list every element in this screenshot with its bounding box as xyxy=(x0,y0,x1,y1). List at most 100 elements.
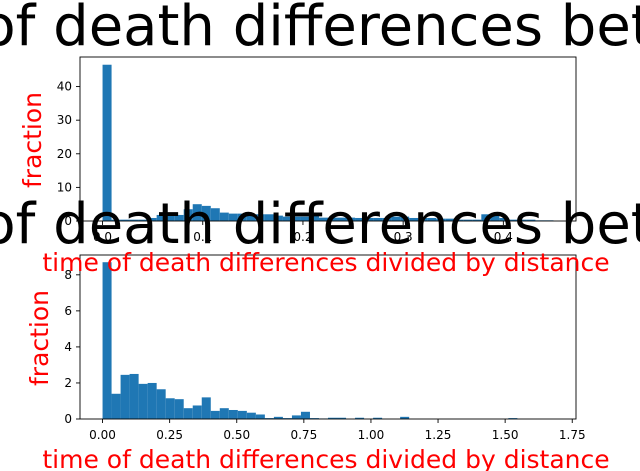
x-tick-label: 0.0 xyxy=(93,230,112,244)
histogram-bar xyxy=(192,204,202,221)
histogram-bar xyxy=(526,219,536,221)
histogram-bar xyxy=(129,373,139,419)
top-y-axis-ticks: 0 10 20 30 40 xyxy=(57,80,80,228)
histogram-bar xyxy=(436,218,446,221)
top-y-axis-label: fraction xyxy=(18,92,47,188)
histogram-bar xyxy=(147,217,157,221)
histogram-bar xyxy=(309,215,319,221)
bottom-histogram-bars xyxy=(102,262,518,419)
histogram-bar xyxy=(337,217,347,221)
histogram-bar xyxy=(165,398,175,419)
y-tick-label: 2 xyxy=(64,376,72,390)
histogram-bar xyxy=(472,219,482,221)
histogram-bar xyxy=(355,417,365,419)
histogram-bar xyxy=(246,215,256,221)
x-tick-label: 1.00 xyxy=(358,428,385,442)
histogram-bar xyxy=(300,216,310,221)
histogram-bar xyxy=(120,219,130,221)
histogram-bar xyxy=(255,214,265,221)
histogram-bar xyxy=(346,217,356,221)
bottom-x-axis-ticks: 0.00 0.25 0.50 0.75 1.00 1.25 1.50 1.75 xyxy=(89,419,586,442)
histogram-bar xyxy=(129,219,139,221)
histogram-bar xyxy=(174,214,184,221)
histogram-bar xyxy=(508,219,518,221)
histogram-bar xyxy=(463,219,473,221)
histogram-bar xyxy=(201,397,211,419)
histogram-bar xyxy=(111,393,121,419)
histogram-bar xyxy=(228,213,238,221)
histogram-bar xyxy=(364,217,374,221)
histogram-bar xyxy=(355,217,365,221)
histogram-bar xyxy=(328,417,338,419)
top-chart-title: time of death differences between xyxy=(0,0,640,59)
x-tick-label: 1.50 xyxy=(492,428,519,442)
histogram-bar xyxy=(282,216,292,221)
histogram-bar xyxy=(273,215,283,221)
y-tick-label: 40 xyxy=(57,80,72,94)
histogram-bar xyxy=(138,219,148,221)
histogram-bar xyxy=(318,217,328,221)
histogram-bar xyxy=(499,217,509,221)
histogram-bar xyxy=(517,219,527,221)
histogram-bar xyxy=(210,208,220,221)
histogram-bar xyxy=(490,214,500,221)
histogram-bar xyxy=(156,214,166,221)
histogram-bar xyxy=(228,409,238,419)
histogram-bar xyxy=(174,399,184,419)
histogram-bar xyxy=(373,417,383,419)
histogram-bar xyxy=(282,418,292,419)
histogram-bar xyxy=(264,418,274,419)
histogram-bar xyxy=(337,417,347,419)
histogram-bar xyxy=(373,217,383,221)
histogram-bar xyxy=(454,219,464,221)
histogram-bar xyxy=(400,216,410,221)
y-tick-label: 8 xyxy=(64,268,72,282)
histogram-bar xyxy=(309,418,319,419)
histogram-bar xyxy=(111,219,121,221)
histogram-bar xyxy=(382,217,392,221)
y-tick-label: 6 xyxy=(64,304,72,318)
bottom-chart-title: time of death differences between xyxy=(0,192,640,257)
histogram-bar xyxy=(237,213,247,221)
top-plot-frame xyxy=(79,56,577,222)
histogram-bar xyxy=(183,209,193,221)
y-tick-label: 20 xyxy=(57,147,72,161)
x-tick-label: 1.75 xyxy=(559,428,586,442)
bottom-plot-frame xyxy=(79,254,577,420)
top-histogram-bars xyxy=(102,64,554,221)
histogram-bar xyxy=(481,214,491,221)
histogram-bar xyxy=(237,410,247,419)
x-tick-label: 0.1 xyxy=(193,230,212,244)
histogram-bar xyxy=(427,217,437,221)
histogram-bar xyxy=(102,64,112,221)
x-tick-label: 0.25 xyxy=(156,428,183,442)
histogram-bar xyxy=(291,216,301,221)
x-tick-label: 0.50 xyxy=(223,428,250,442)
histogram-bar xyxy=(300,411,310,419)
x-tick-label: 0.75 xyxy=(290,428,317,442)
histogram-bar xyxy=(264,214,274,221)
y-tick-label: 30 xyxy=(57,113,72,127)
histogram-bar xyxy=(156,389,166,419)
histogram-bar xyxy=(246,412,256,419)
x-tick-label: 0.3 xyxy=(394,230,413,244)
histogram-bar xyxy=(418,217,428,221)
histogram-bar xyxy=(120,374,130,419)
y-tick-label: 10 xyxy=(57,180,72,194)
x-tick-label: 0.00 xyxy=(89,428,116,442)
histogram-bar xyxy=(138,383,148,419)
histogram-bar xyxy=(400,416,410,419)
bottom-y-axis-label: fraction xyxy=(25,290,54,386)
histogram-bar xyxy=(409,217,419,221)
top-x-axis-ticks: 0.0 0.1 0.2 0.3 0.4 xyxy=(93,221,513,244)
histogram-bar xyxy=(192,405,202,419)
histogram-bar xyxy=(183,408,193,419)
histogram-bar xyxy=(291,415,301,419)
histogram-bar xyxy=(165,214,175,221)
x-tick-label: 0.2 xyxy=(293,230,312,244)
histogram-bar xyxy=(102,262,112,419)
histogram-bar xyxy=(508,418,518,419)
histogram-bar xyxy=(391,216,401,221)
